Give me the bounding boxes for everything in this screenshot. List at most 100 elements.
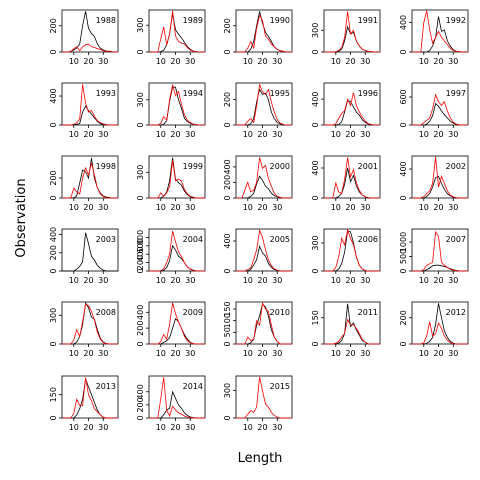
series-b-line [149,84,205,126]
panel-1995: 1995 10 20 30 0 200 [223,82,293,139]
panel-frame [411,82,469,126]
y-tick-label: 0 [49,122,58,127]
panel-year-label: 2013 [96,382,116,391]
x-axis-label: Length [238,451,283,466]
x-tick-label: 20 [170,57,180,66]
y-tick-label: 0 [399,49,408,54]
panel-2003: 2003 10 20 30 0 200 400 [49,227,119,285]
x-tick-label: 10 [69,130,79,139]
panel-frame [148,301,206,345]
panel-frame [61,155,119,199]
panel-year-label: 1990 [270,16,290,25]
x-tick-label: 20 [345,203,355,212]
panel-year-label: 2009 [183,308,203,317]
x-tick-label: 30 [448,57,458,66]
x-tick-label: 10 [69,349,79,358]
x-tick-label: 30 [272,130,282,139]
y-tick-label: 0 [223,341,232,346]
panel-frame [235,155,293,199]
y-tick-label: 0 [49,195,58,200]
panel-frame [148,375,206,419]
series-a-line [149,244,205,272]
x-tick-label: 30 [272,276,282,285]
y-tick-label: 200 [223,175,232,190]
y-tick-label: 400 [136,305,145,320]
x-tick-label: 20 [170,276,180,285]
panel-frame [411,301,469,345]
y-tick-label: 50 [223,327,232,337]
panel-frame [411,228,469,272]
panel-2001: 2001 10 20 30 0 400 [311,155,381,212]
series-b-line [62,303,118,345]
y-tick-label: 0 [311,195,320,200]
panel-year-label: 2012 [446,308,466,317]
panel-2005: 2005 10 20 30 0 400 [223,228,293,285]
y-tick-label: 0 [136,268,145,273]
x-tick-label: 20 [170,203,180,212]
x-tick-label: 30 [98,349,108,358]
panel-2011: 2011 10 20 30 0 150 [311,301,381,358]
panel-year-label: 1992 [446,16,466,25]
y-tick-label: 0 [136,122,145,127]
x-tick-label: 30 [360,57,370,66]
series-b-line [412,156,468,199]
y-tick-label: 300 [136,165,145,180]
x-tick-label: 10 [156,130,166,139]
y-tick-label: 400 [399,15,408,30]
series-b-line [62,43,118,53]
panel-frame [148,9,206,53]
panel-1997: 1997 10 20 30 0 600 [399,82,469,139]
x-tick-label: 10 [69,203,79,212]
panel-frame [61,82,119,126]
panel-year-label: 2002 [446,162,466,171]
x-tick-label: 20 [83,423,93,432]
x-tick-label: 30 [98,130,108,139]
series-a-line [412,264,468,272]
panel-year-label: 1998 [96,162,116,171]
x-tick-label: 30 [185,423,195,432]
series-b-line [149,377,205,419]
x-tick-label: 10 [156,57,166,66]
y-tick-label: 0 [311,341,320,346]
y-tick-label: 200 [49,18,58,33]
x-tick-label: 20 [345,276,355,285]
panel-frame [148,155,206,199]
panel-frame [323,9,381,53]
y-tick-label: 0 [223,49,232,54]
y-tick-label: 0 [223,268,232,273]
x-tick-label: 20 [257,203,267,212]
y-tick-label: 200 [136,397,145,412]
y-tick-label: 0 [136,195,145,200]
y-tick-label: 150 [223,301,232,316]
x-tick-label: 30 [448,349,458,358]
panel-year-label: 2005 [270,235,290,244]
series-b-line [236,14,292,53]
y-tick-label: 300 [136,92,145,107]
y-tick-label: 0 [399,268,408,273]
x-tick-label: 20 [83,57,93,66]
x-tick-label: 20 [433,276,443,285]
x-tick-label: 10 [243,349,253,358]
panel-year-label: 1995 [270,89,290,98]
panel-year-label: 2015 [270,382,290,391]
panel-year-label: 2011 [358,308,378,317]
y-tick-label: 0 [49,341,58,346]
y-tick-label: 400 [223,159,232,174]
panel-frame [323,301,381,345]
y-tick-label: 200 [49,245,58,260]
x-tick-label: 30 [360,203,370,212]
panel-year-label: 1994 [183,89,203,98]
x-tick-label: 20 [433,203,443,212]
panel-frame [411,9,469,53]
x-tick-label: 10 [419,276,429,285]
x-tick-label: 10 [243,57,253,66]
x-tick-label: 10 [331,130,341,139]
panel-year-label: 2004 [183,235,203,244]
x-tick-label: 30 [448,130,458,139]
panel-year-label: 2001 [358,162,378,171]
y-tick-label: 0 [399,122,408,127]
